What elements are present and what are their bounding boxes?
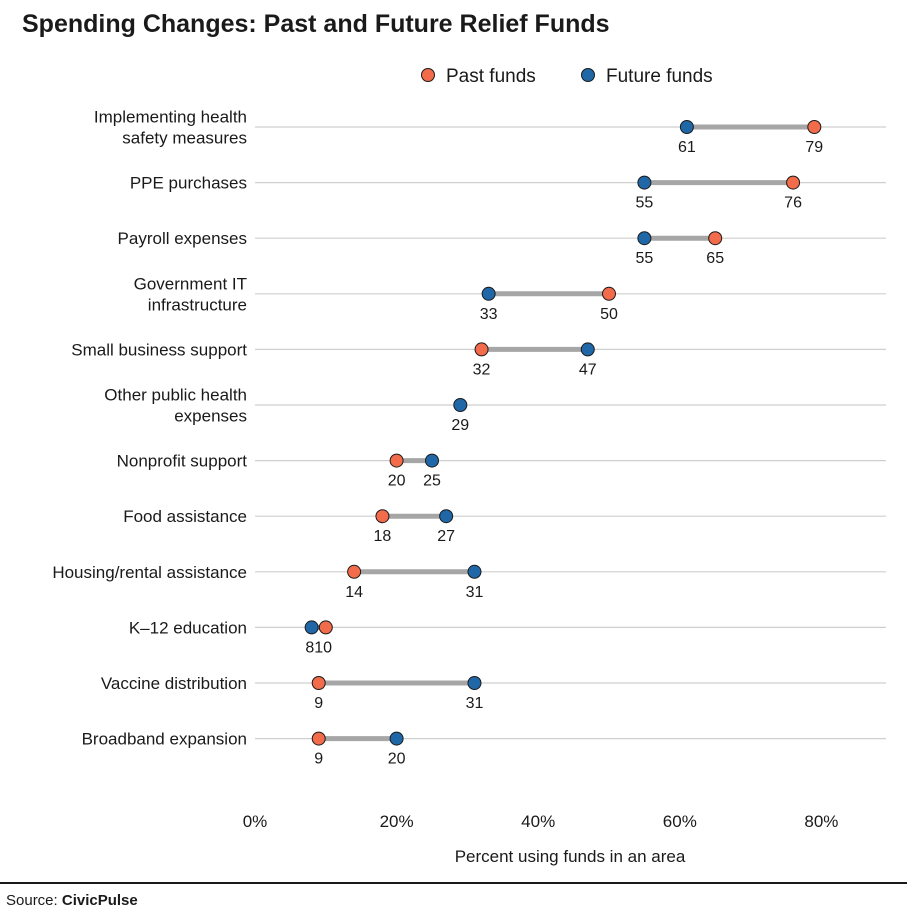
- future-point: [453, 398, 468, 412]
- past-point: [347, 564, 362, 579]
- value-label: 810: [305, 639, 332, 656]
- future-point: [637, 231, 652, 246]
- category-label: Implementing health: [94, 108, 247, 127]
- past-point: [708, 231, 723, 246]
- category-label: Nonprofit support: [117, 452, 248, 471]
- value-label-past: 65: [706, 250, 724, 267]
- future-point: [637, 175, 652, 190]
- value-label-future: 55: [636, 195, 654, 212]
- value-label-future: 27: [437, 528, 455, 545]
- x-tick-label: 0%: [243, 812, 268, 831]
- past-point: [311, 731, 326, 746]
- future-point: [679, 120, 694, 134]
- value-label-past: 18: [374, 528, 392, 545]
- future-point: [425, 453, 439, 468]
- future-point: [389, 731, 404, 746]
- value-label-future: 25: [423, 473, 441, 490]
- value-label-past: 14: [345, 584, 363, 601]
- past-point: [602, 286, 616, 301]
- category-label: Vaccine distribution: [101, 674, 247, 693]
- value-label-past: 76: [784, 195, 802, 212]
- x-tick-label: 40%: [521, 812, 555, 831]
- value-label-past: 9: [314, 695, 323, 712]
- past-point: [786, 175, 801, 190]
- past-point: [807, 120, 822, 134]
- value-label-past: 79: [805, 139, 823, 156]
- value-label-past: 50: [600, 306, 618, 323]
- category-label: safety measures: [122, 129, 247, 148]
- x-tick-label: 20%: [380, 812, 414, 831]
- category-label: Other public health: [104, 386, 247, 405]
- legend-label-past: Past funds: [446, 66, 536, 87]
- source-prefix: Source:: [6, 892, 62, 909]
- x-axis-title: Percent using funds in an area: [455, 847, 686, 866]
- x-tick-label: 60%: [663, 812, 697, 831]
- legend-marker-past: [421, 68, 435, 82]
- legend-marker-future: [581, 68, 595, 82]
- past-point: [311, 676, 326, 690]
- past-point: [389, 453, 404, 468]
- value-label-future: 31: [466, 695, 484, 712]
- future-point: [467, 676, 482, 690]
- value-label-future: 20: [388, 751, 406, 768]
- source-note: Source: CivicPulse: [6, 892, 138, 909]
- past-point: [375, 509, 390, 524]
- value-label-future: 47: [579, 361, 597, 378]
- dumbbell-chart: Past funds Future funds Implementing healt…: [52, 66, 886, 866]
- future-point: [481, 286, 496, 301]
- past-point: [318, 620, 333, 635]
- value-label-past: 32: [473, 361, 491, 378]
- value-label-future: 29: [451, 417, 469, 434]
- category-label: Food assistance: [123, 507, 247, 526]
- category-label: Payroll expenses: [118, 229, 247, 248]
- chart-title: Spending Changes: Past and Future Relief…: [22, 10, 610, 38]
- category-label: expenses: [174, 407, 247, 426]
- value-label-future: 61: [678, 139, 696, 156]
- category-label: Small business support: [71, 340, 247, 359]
- future-point: [304, 620, 319, 635]
- category-label: K–12 education: [129, 618, 247, 637]
- category-label: PPE purchases: [130, 174, 247, 193]
- source-divider: [0, 882, 907, 884]
- value-label-future: 33: [480, 306, 498, 323]
- x-tick-label: 80%: [804, 812, 838, 831]
- future-point: [580, 342, 595, 357]
- value-label-past: 20: [388, 473, 406, 490]
- source-name: CivicPulse: [61, 892, 138, 909]
- value-label-past: 9: [314, 751, 323, 768]
- value-label-future: 31: [466, 584, 484, 601]
- category-label: Broadband expansion: [82, 730, 247, 749]
- category-label: Government IT: [134, 274, 247, 293]
- past-point: [474, 342, 489, 357]
- future-point: [439, 509, 454, 524]
- value-label-future: 55: [636, 250, 654, 267]
- future-point: [467, 564, 482, 579]
- category-label: infrastructure: [148, 295, 247, 314]
- category-label: Housing/rental assistance: [52, 563, 247, 582]
- legend-label-future: Future funds: [606, 66, 713, 87]
